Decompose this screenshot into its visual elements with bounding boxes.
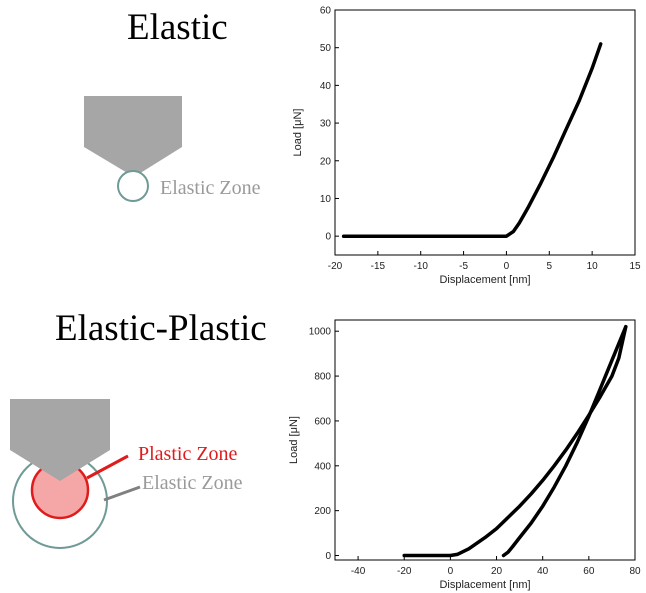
elastic-zone-label-top: Elastic Zone	[160, 177, 261, 199]
x-tick-label: 40	[537, 566, 549, 577]
elastic-schematic: Elastic Zone	[84, 96, 261, 202]
elastic-zone-circle-top	[117, 170, 149, 202]
indenter-top	[84, 96, 182, 177]
elastic-zone-label-bottom: Elastic Zone	[142, 472, 243, 494]
y-tick-label: 1000	[309, 327, 332, 338]
elastic-zone-leader-line	[103, 485, 141, 502]
elastic-plastic-panel-title: Elastic-Plastic	[55, 308, 267, 349]
x-tick-label: 0	[448, 566, 454, 577]
y-tick-label: 10	[320, 194, 332, 205]
load-displacement-curve-1	[402, 324, 628, 558]
plot-frame	[334, 319, 636, 561]
plastic-zone-leader-line	[86, 454, 129, 480]
y-axis-label: Load [μN]	[288, 416, 300, 464]
y-tick-label: 200	[314, 506, 331, 517]
plastic-zone-label: Plastic Zone	[138, 443, 238, 465]
y-tick-label: 0	[325, 551, 331, 562]
load-displacement-curve-1	[341, 42, 603, 238]
x-tick-label: -40	[351, 566, 366, 577]
x-tick-label: -15	[371, 261, 386, 272]
y-tick-label: 0	[325, 232, 331, 243]
x-tick-label: 15	[629, 261, 641, 272]
x-tick-label: -20	[397, 566, 412, 577]
x-tick-label: 20	[491, 566, 503, 577]
y-tick-label: 800	[314, 372, 331, 383]
y-tick-label: 40	[320, 81, 332, 92]
x-axis-label: Displacement [nm]	[439, 274, 530, 286]
y-tick-label: 30	[320, 119, 332, 130]
y-tick-label: 50	[320, 43, 332, 54]
y-tick-label: 60	[320, 6, 332, 17]
x-tick-label: 5	[547, 261, 553, 272]
x-tick-label: -20	[328, 261, 343, 272]
elastic-plastic-schematic: Plastic Zone Elastic Zone	[10, 399, 243, 549]
elastic-load-displacement-chart: -20 -15 -10 -5 0 5 10 15 0 10 20 30 40 50 60 Displaceme…	[292, 6, 641, 287]
plot-frame	[334, 9, 636, 256]
elastic-plastic-load-displacement-chart: -40 -20 0 20 40 60 8002004006008001000Displace…	[288, 319, 641, 591]
y-tick-label: 400	[314, 461, 331, 472]
x-axis-label: Displacement [nm]	[439, 579, 530, 591]
y-tick-label: 600	[314, 416, 331, 427]
x-tick-label: 80	[629, 566, 641, 577]
x-tick-label: 0	[504, 261, 510, 272]
x-tick-label: -5	[459, 261, 468, 272]
y-axis-label: Load [μN]	[292, 109, 304, 157]
elastic-panel-title: Elastic	[127, 7, 228, 48]
x-tick-label: 10	[587, 261, 599, 272]
indenter-bottom	[10, 399, 110, 481]
x-tick-label: 60	[583, 566, 595, 577]
load-displacement-curve-2	[501, 324, 628, 558]
x-tick-label: -10	[413, 261, 428, 272]
y-tick-label: 20	[320, 156, 332, 167]
